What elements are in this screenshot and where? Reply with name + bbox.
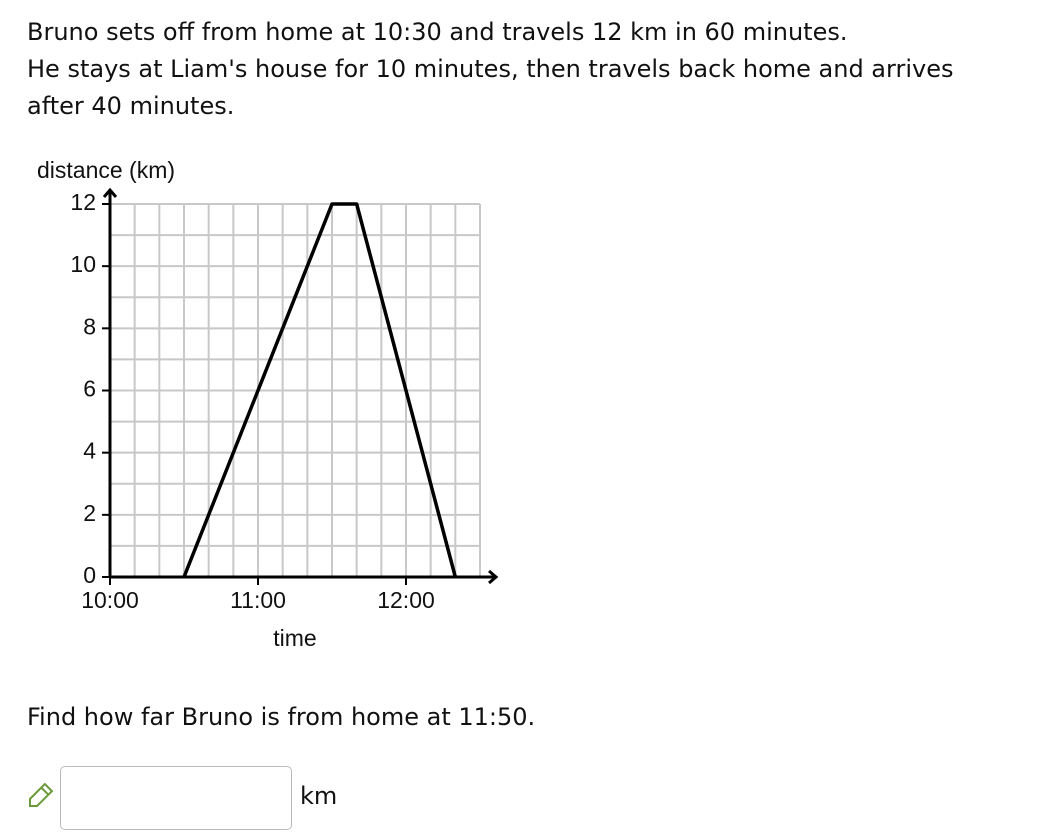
y-tick-label: 6 (83, 376, 96, 402)
y-axis-label: distance (km) (37, 157, 175, 183)
x-axis (110, 569, 499, 585)
x-tick-label: 11:00 (230, 587, 286, 613)
answer-unit: km (300, 782, 338, 810)
x-tick-label: 10:00 (81, 587, 139, 613)
question-line: He stays at Liam's house for 10 minutes,… (27, 55, 954, 83)
prompt: Find how far Bruno is from home at 11:50… (27, 703, 536, 731)
y-tick-label: 0 (83, 562, 96, 588)
x-axis-label: time (273, 625, 316, 651)
data-line (182, 202, 458, 578)
y-tick-label: 4 (83, 438, 96, 464)
pencil-icon (29, 782, 54, 807)
y-tick-label: 12 (70, 189, 96, 215)
answer-input[interactable] (60, 766, 292, 830)
question-line: Bruno sets off from home at 10:30 and tr… (27, 18, 848, 46)
y-tick-label: 2 (83, 500, 96, 526)
y-axis (102, 187, 118, 577)
y-tick-label: 10 (70, 251, 96, 277)
question-line: after 40 minutes. (27, 92, 235, 120)
y-tick-label: 8 (83, 313, 96, 339)
x-tick-label: 12:00 (377, 587, 435, 613)
